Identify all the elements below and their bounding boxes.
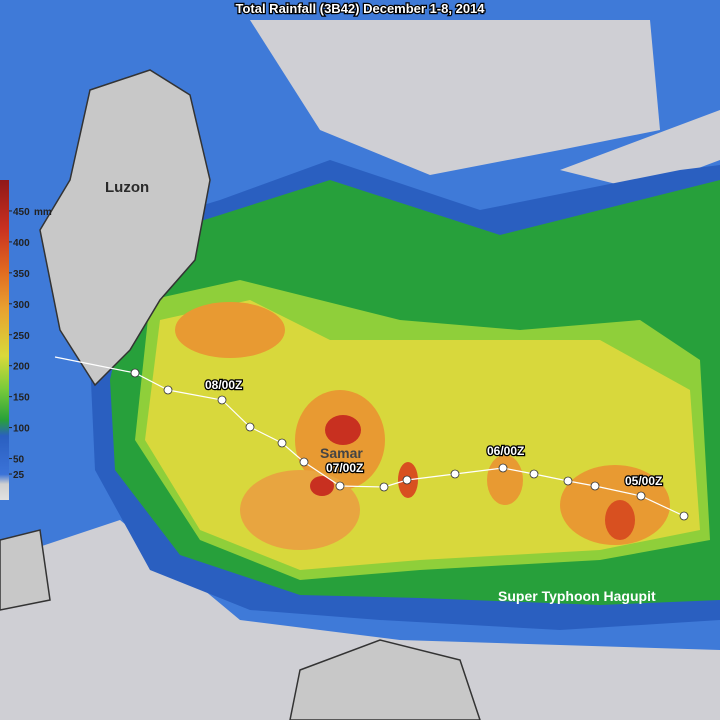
rain-band-orange: [240, 470, 360, 550]
track-point: [679, 511, 689, 521]
colorbar-ticks: 25 50 100 150 200 250 300 350 400 450 mm: [9, 207, 52, 481]
map-title: Total Rainfall (3B42) December 1-8, 2014: [235, 1, 485, 16]
track-point: [277, 438, 287, 448]
colorbar-tick-label: 25: [13, 470, 25, 481]
track-point: [245, 422, 255, 432]
rain-band-red: [325, 415, 361, 445]
colorbar-tick-label: 200: [13, 362, 30, 373]
track-point: [379, 482, 389, 492]
track-label: 07/00Z: [326, 461, 363, 475]
colorbar-tick-label: 400: [13, 238, 30, 249]
track-point: [299, 457, 309, 467]
colorbar-tick-label: 250: [13, 331, 30, 342]
colorbar-tick-label: 100: [13, 424, 30, 435]
place-label: Samar: [320, 445, 363, 461]
land-island: [0, 529, 51, 611]
colorbar-tick-label: 50: [13, 455, 25, 466]
colorbar-tick-label: 300: [13, 300, 30, 311]
storm-name: Super Typhoon Hagupit: [498, 588, 656, 604]
track-point: [163, 385, 173, 395]
colorbar-tick-label: 150: [13, 393, 30, 404]
track-label: 05/00Z: [625, 474, 662, 488]
track-label: 06/00Z: [487, 444, 524, 458]
track-point: [498, 463, 508, 473]
colorbar-tick-label: 350: [13, 269, 30, 280]
rain-band-orange: [175, 302, 285, 358]
dry-area: [250, 20, 660, 175]
track-point: [590, 481, 600, 491]
track-point: [402, 475, 412, 485]
track-label: 08/00Z: [205, 378, 242, 392]
track-point: [450, 469, 460, 479]
land-luzon: [39, 69, 211, 387]
rain-band-orange: [487, 455, 523, 505]
colorbar-tick-label: 450: [13, 207, 30, 218]
place-label: Luzon: [105, 179, 149, 196]
colorbar-unit: mm: [34, 207, 52, 218]
colorbar: [0, 180, 9, 500]
track-point: [529, 469, 539, 479]
track-point: [130, 368, 140, 378]
land-mindanao: [289, 639, 482, 721]
track-point: [217, 395, 227, 405]
rain-band-red: [310, 476, 334, 496]
track-points: [130, 368, 689, 521]
track-point: [335, 481, 345, 491]
rain-band-red: [605, 500, 635, 540]
track-point: [636, 491, 646, 501]
track-point: [563, 476, 573, 486]
